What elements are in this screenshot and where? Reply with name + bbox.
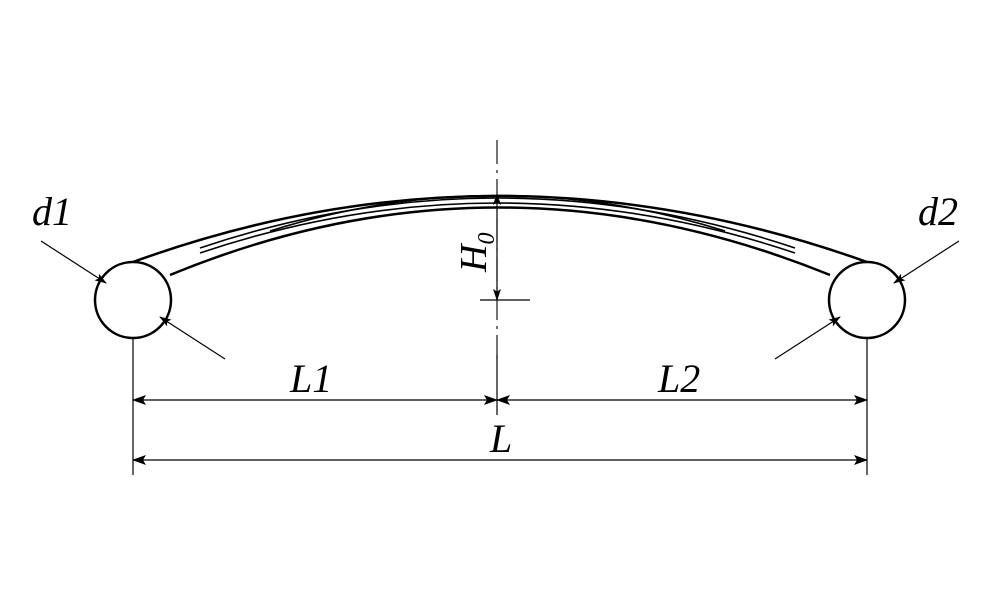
H0-sub: 0 [474, 233, 500, 245]
L2-dimension: L2 [497, 356, 867, 401]
leaf-main-top [133, 196, 867, 262]
L2-label: L2 [657, 356, 700, 401]
H0-label: H [453, 242, 495, 273]
right-eye [829, 262, 905, 338]
leaf-spring-diagram: d1 d2 L1 L2 L H0 [0, 0, 1000, 600]
L-label: L [489, 416, 512, 461]
svg-text:H0: H0 [453, 233, 500, 273]
H0-dimension: H0 [453, 194, 530, 300]
d1-dimension: d1 [32, 189, 225, 359]
L1-label: L1 [289, 356, 332, 401]
d2-label: d2 [918, 189, 958, 234]
L1-dimension: L1 [133, 356, 497, 401]
L-dimension: L [133, 416, 867, 461]
left-eye [95, 262, 171, 338]
d1-label: d1 [32, 189, 72, 234]
d2-dimension: d2 [775, 189, 959, 359]
leaf-main-bottom [170, 208, 830, 276]
